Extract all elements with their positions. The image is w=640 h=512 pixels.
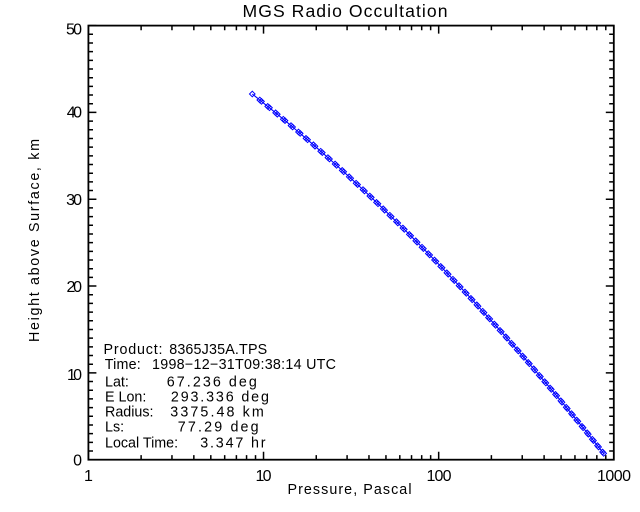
svg-text:E Lon:: E Lon:: [105, 390, 146, 406]
svg-text:40: 40: [67, 104, 82, 121]
svg-text:100: 100: [427, 468, 452, 485]
svg-text:Lat:: Lat:: [105, 375, 129, 391]
svg-text:1998−12−31T09:38:14 UTC: 1998−12−31T09:38:14 UTC: [152, 357, 336, 373]
svg-text:3375.48 km: 3375.48 km: [170, 405, 263, 421]
svg-text:Local Time:: Local Time:: [105, 436, 178, 452]
svg-text:8365J35A.TPS: 8365J35A.TPS: [169, 342, 267, 358]
svg-text:10: 10: [67, 367, 82, 384]
svg-text:293.336 deg: 293.336 deg: [171, 390, 269, 406]
svg-text:Height above Surface, km: Height above Surface, km: [27, 139, 43, 342]
svg-text:10: 10: [256, 468, 272, 485]
svg-text:MGS Radio Occultation: MGS Radio Occultation: [243, 1, 448, 21]
svg-text:Pressure, Pascal: Pressure, Pascal: [288, 482, 412, 498]
svg-text:67.236 deg: 67.236 deg: [167, 375, 257, 391]
svg-text:Radius:: Radius:: [105, 405, 153, 421]
svg-text:Ls:: Ls:: [105, 420, 124, 436]
svg-text:30: 30: [66, 192, 82, 209]
svg-text:1: 1: [84, 468, 93, 485]
svg-text:20: 20: [67, 279, 83, 296]
svg-text:50: 50: [66, 21, 82, 38]
svg-text:3.347 hr: 3.347 hr: [200, 436, 266, 452]
svg-text:Product:: Product:: [104, 342, 163, 358]
svg-text:77.29 deg: 77.29 deg: [178, 420, 259, 436]
svg-text:1000: 1000: [597, 468, 631, 485]
svg-text:0: 0: [73, 453, 82, 470]
svg-text:Time:: Time:: [105, 357, 141, 373]
